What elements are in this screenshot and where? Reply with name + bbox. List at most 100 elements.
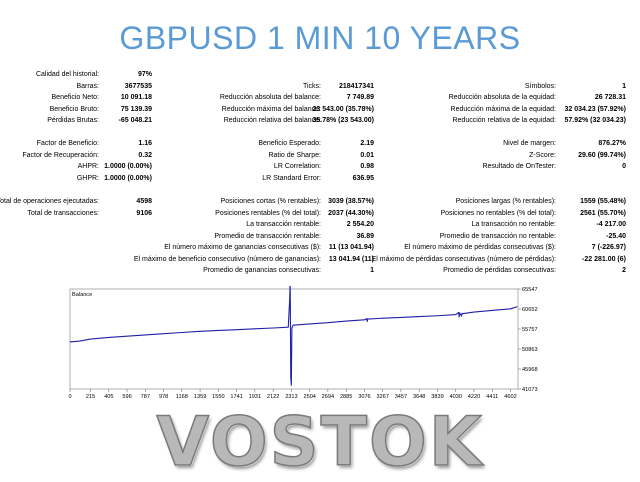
stat-label-ticks: Ticks: [302, 82, 321, 90]
balance-point [327, 322, 329, 324]
y-tick-label: 55757 [522, 327, 538, 333]
y-tick-label: 65547 [522, 287, 538, 293]
stat-label-max_ben_cons: El máximo de beneficio consecutivo (núme… [133, 255, 321, 263]
stat-value-ahpr: 1.0000 (0.00%) [104, 163, 152, 171]
stat-value-sharpe: 0.01 [360, 151, 374, 159]
stat-label-ghpr: GHPR: [76, 174, 99, 182]
stat-value-total_trans: 9106 [136, 209, 152, 217]
stat-value-trans_rentable: 2 554.20 [346, 221, 374, 229]
balance-point [400, 316, 402, 318]
stat-label-zscore: Z-Score: [529, 151, 556, 159]
stat-label-prom_perd_cons: Promedio de pérdidas consecutivas: [443, 267, 556, 275]
balance-point [90, 338, 91, 340]
stat-label-ben_bruto: Beneficio Bruto: [49, 105, 99, 113]
balance-point [364, 319, 365, 321]
x-tick-label: 2885 [340, 394, 352, 400]
stat-label-pos_largas: Posiciones largas (% rentables): [455, 198, 556, 206]
stat-label-perd_brutas: Pérdidas Brutas: [47, 117, 99, 125]
stat-value-ghpr: 1.0000 (0.00%) [104, 174, 152, 182]
stat-value-ben_esperado: 2.19 [360, 140, 374, 148]
x-tick-label: 1931 [249, 394, 261, 400]
balance-chart-svg: Balance 41073 45968 50863 55757 60652 65547 0 21… [68, 286, 538, 400]
x-tick-label: 1359 [194, 394, 206, 400]
balance-point [199, 330, 201, 332]
balance-point [516, 306, 518, 308]
stat-value-red_abs_eq: 26 728.31 [594, 94, 626, 102]
stat-label-calidad: Calidad del historial: [35, 71, 99, 78]
stat-label-ben_neto: Beneficio Neto: [51, 94, 99, 102]
stat-value-barras: 3677535 [124, 82, 152, 90]
stat-label-prom_rentable: Promedio de transacción rentable: [214, 232, 321, 240]
x-tick-label: 4602 [504, 394, 516, 400]
x-tick-label: 2504 [303, 394, 315, 400]
balance-point [367, 318, 369, 320]
balance-point [309, 323, 311, 325]
stat-value-lr_err: 636.95 [352, 174, 374, 182]
stat-label-max_perd_cons2: El máximo de pérdidas consecutivas (núme… [371, 255, 556, 263]
stat-label-total_ops: Total de operaciones ejecutadas: [0, 198, 99, 206]
balance-point [290, 376, 292, 378]
stat-value-red_rel_bal: 35.78% (23 543.00) [312, 117, 375, 125]
balance-point [437, 315, 438, 317]
stat-label-red_rel_eq: Reducción relativa de la equidad: [452, 117, 556, 125]
stat-value-ben_neto: 10 091.18 [120, 94, 152, 102]
stat-value-prom_no_rent: -25.40 [606, 232, 626, 240]
stat-label-max_perd_cons: El número máximo de pérdidas consecutiva… [404, 244, 556, 252]
x-tick-label: 2694 [322, 394, 334, 400]
stat-label-simbolos: Símbolos: [524, 82, 556, 90]
stat-value-prom_gan_cons: 1 [370, 267, 374, 275]
stat-label-pos_no_rent: Posiciones no rentables (% del total): [440, 209, 556, 217]
balance-point [366, 318, 368, 320]
balance-point [181, 332, 183, 333]
stat-label-ben_esperado: Beneficio Esperado: [258, 140, 321, 148]
y-tick-label: 60652 [522, 307, 538, 313]
stat-label-factor_rec: Factor de Recuperación: [22, 151, 99, 159]
stat-label-pos_rentables: Posiciones rentables (% del total): [215, 209, 321, 217]
balance-point [287, 326, 289, 328]
stat-label-lr_err: LR Standard Error: [262, 174, 321, 182]
stat-value-prom_perd_cons: 2 [622, 267, 626, 275]
balance-point [291, 327, 293, 329]
stat-value-red_abs_bal: 7 749.89 [346, 94, 374, 102]
x-tick-label: 787 [141, 394, 150, 400]
stat-value-total_ops: 4598 [136, 198, 152, 206]
stat-value-pos_cortas: 3039 (38.57%) [328, 198, 374, 206]
x-tick-label: 596 [122, 394, 131, 400]
balance-point [163, 333, 165, 335]
stat-value-zscore: 29.60 (99.74%) [578, 151, 626, 159]
x-tick-label: 1741 [230, 394, 242, 400]
stat-label-prom_gan_cons: Promedio de ganancias consecutivas: [203, 267, 321, 275]
stat-value-ben_bruto: 75 139.39 [120, 105, 152, 113]
x-tick-label: 2122 [267, 394, 279, 400]
balance-point [289, 299, 291, 300]
page-title: GBPUSD 1 MIN 10 YEARS [119, 20, 521, 56]
x-tick-label: 3457 [395, 394, 407, 400]
balance-point [366, 321, 368, 322]
statistics-report: Calidad del historial: 97% Barras: 3677535 B… [0, 66, 640, 276]
balance-point [144, 334, 146, 336]
x-tick-label: 1550 [212, 394, 224, 400]
balance-point [491, 310, 493, 311]
stat-label-ontester: Resultado de OnTester: [482, 163, 556, 171]
stat-value-pos_no_rent: 2561 (55.70%) [580, 209, 626, 217]
vostok-logo-text: VOSTOK [156, 403, 484, 482]
balance-point [108, 337, 110, 338]
x-tick-label: 4220 [468, 394, 480, 400]
stat-value-ontester: 0 [622, 163, 626, 171]
y-tick-label: 45968 [522, 367, 538, 373]
stat-label-sharpe: Ratio de Sharpe: [268, 151, 321, 159]
y-tick-label: 41073 [522, 387, 538, 393]
balance-point [455, 314, 457, 315]
balance-point [290, 325, 291, 327]
stat-value-prom_rentable: 36.89 [356, 232, 374, 240]
x-tick-label: 0 [68, 394, 71, 400]
stat-value-red_max_eq: 32 034.23 (57.92%) [564, 105, 627, 113]
stat-label-ahpr: AHPR: [77, 163, 99, 171]
x-tick-label: 4030 [450, 394, 462, 400]
stat-label-max_gan_cons: El número máximo de ganancias consecutiv… [164, 244, 321, 252]
stat-value-trans_no_rent: -4 217.00 [596, 221, 626, 229]
balance-point [473, 311, 475, 313]
stat-label-red_abs_eq: Reducción absoluta de la equidad: [448, 94, 556, 102]
stat-label-factor_ben: Factor de Beneficio: [36, 140, 99, 148]
balance-point [126, 335, 128, 337]
